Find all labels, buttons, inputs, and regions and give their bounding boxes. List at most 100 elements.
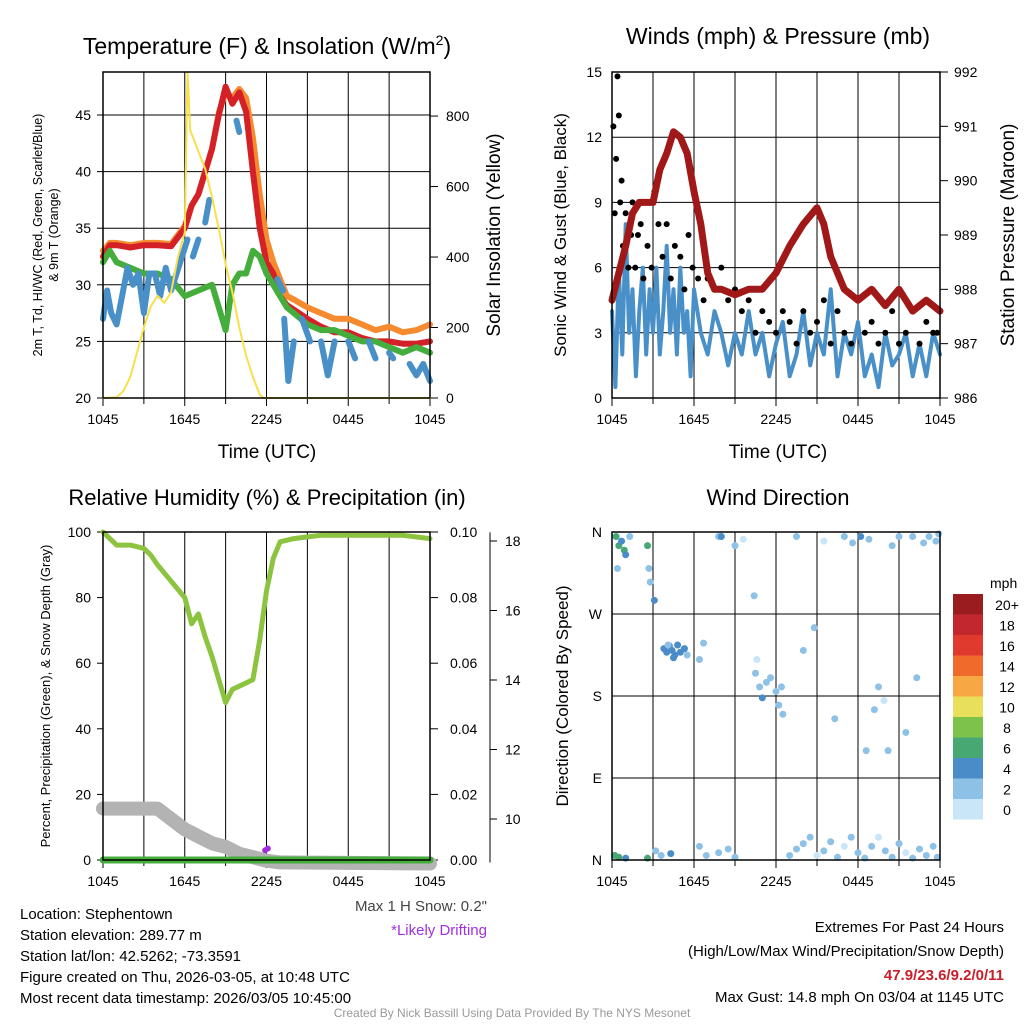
y-tick-label: N [592,852,602,868]
y-tick-label: 40 [75,721,91,737]
gust-point [800,308,807,315]
drifting-point [264,845,271,852]
gust-point [827,340,834,347]
legend-swatch [953,758,983,779]
series-sonic-wind [610,222,942,390]
y2-tick-label: 400 [446,249,470,265]
y2-tick-label: 989 [954,227,978,243]
series-2m-t [100,83,433,347]
created-text: Figure created on Thu, 2026-03-05, at 10… [20,969,350,986]
y-axis-label: Direction (Colored By Speed) [553,585,572,806]
x-axis-label: Time (UTC) [218,442,317,463]
gust-point [640,275,647,282]
legend-label: 4 [1003,761,1011,777]
x-tick-label: 1045 [924,873,955,889]
y-tick-label: 0 [83,852,91,868]
direction-point [875,833,882,841]
direction-point [767,674,775,682]
direction-point [700,639,708,647]
gust-point [923,318,930,325]
direction-point [702,851,710,859]
direction-point [750,592,758,600]
direction-point [739,535,747,543]
gust-point [700,297,707,304]
gust-point [648,264,655,271]
legend-swatch [953,655,983,676]
direction-point [612,533,620,541]
y-axis-label: Percent, Precipitation (Green), & Snow D… [38,545,53,848]
legend-swatch [953,799,983,820]
direction-point [793,533,800,541]
plot-border [611,71,941,399]
direction-point [670,654,677,662]
direction-point [731,542,739,550]
max-snow-text: Max 1 H Snow: 0.2" [354,898,487,915]
extremes-panel: Extremes For Past 24 Hours (High/Low/Max… [688,916,1004,1008]
y2-tick-label: 0.00 [450,852,477,868]
direction-point [664,641,672,649]
direction-point [902,728,910,736]
gust-point [861,329,868,336]
direction-point [657,851,665,859]
y2-tick-label: 0.06 [450,655,477,671]
gust-point [889,308,896,315]
gust-point [663,221,670,228]
location-text: Location: Stephentown [20,906,173,923]
gust-point [738,308,745,315]
x-tick-label: 0445 [842,873,873,889]
gust-point [677,253,684,260]
gust-point [786,318,793,325]
y2-tick-label: 987 [954,336,978,352]
series-wind-chill-segment [233,117,243,135]
extremes-subtitle: (High/Low/Max Wind/Precipitation/Snow De… [688,943,1004,960]
y-tick-label: 15 [586,64,602,80]
series-solar-insolation [102,71,431,399]
gust-point [634,232,641,238]
y2-tick-label: 992 [954,64,978,80]
x-tick-label: 2245 [251,873,282,889]
legend-label: 10 [999,700,1015,716]
direction-point [895,840,903,848]
x-tick-label: 2245 [251,411,282,427]
gust-point [916,340,923,347]
gust-point [629,199,636,206]
direction-point [888,853,896,861]
y2-tick-label: 0.10 [450,524,477,540]
direction-point [929,842,937,850]
gust-point [632,264,639,271]
direction-point [880,697,888,705]
gust-point [718,264,725,271]
gust-point [814,318,820,325]
gust-point [848,340,855,347]
direction-point [820,537,828,545]
elevation-text: Station elevation: 289.77 m [20,927,202,944]
legend-swatch [953,778,983,799]
y2-tick-label: 990 [954,173,978,189]
snow-axis-tick-label: 14 [505,672,521,688]
plot-border [102,71,431,399]
series-wind-chill-segment [281,315,297,384]
direction-point [663,648,671,656]
snow-axis-tick-label: 10 [505,811,521,827]
direction-point [680,645,688,653]
chart-title: Wind Direction [706,485,849,510]
legend-label: 18 [999,618,1015,634]
direction-point [925,533,933,541]
x-tick-label: 2245 [760,873,791,889]
direction-point [752,669,759,677]
temperature-insolation-chart: 1045 1645 2245 0445 1045 20 25 30 35 40 45 0 200 400 6… [31,32,505,463]
direction-point [613,564,621,572]
gust-point [617,199,624,206]
direction-point [758,694,766,702]
y2-tick-label: 0.02 [450,786,477,802]
direction-point [857,533,865,541]
credit-text: Created By Nick Bassill Using Data Provi… [333,1006,691,1020]
direction-point [884,747,892,755]
y2-axis-label: Station Pressure (Maroon) [998,124,1019,347]
x-tick-label: 0445 [333,873,364,889]
direction-point [756,683,764,691]
direction-point [895,533,903,541]
plot-border [102,531,431,861]
legend-swatch [953,696,983,717]
gust-point [613,155,620,162]
